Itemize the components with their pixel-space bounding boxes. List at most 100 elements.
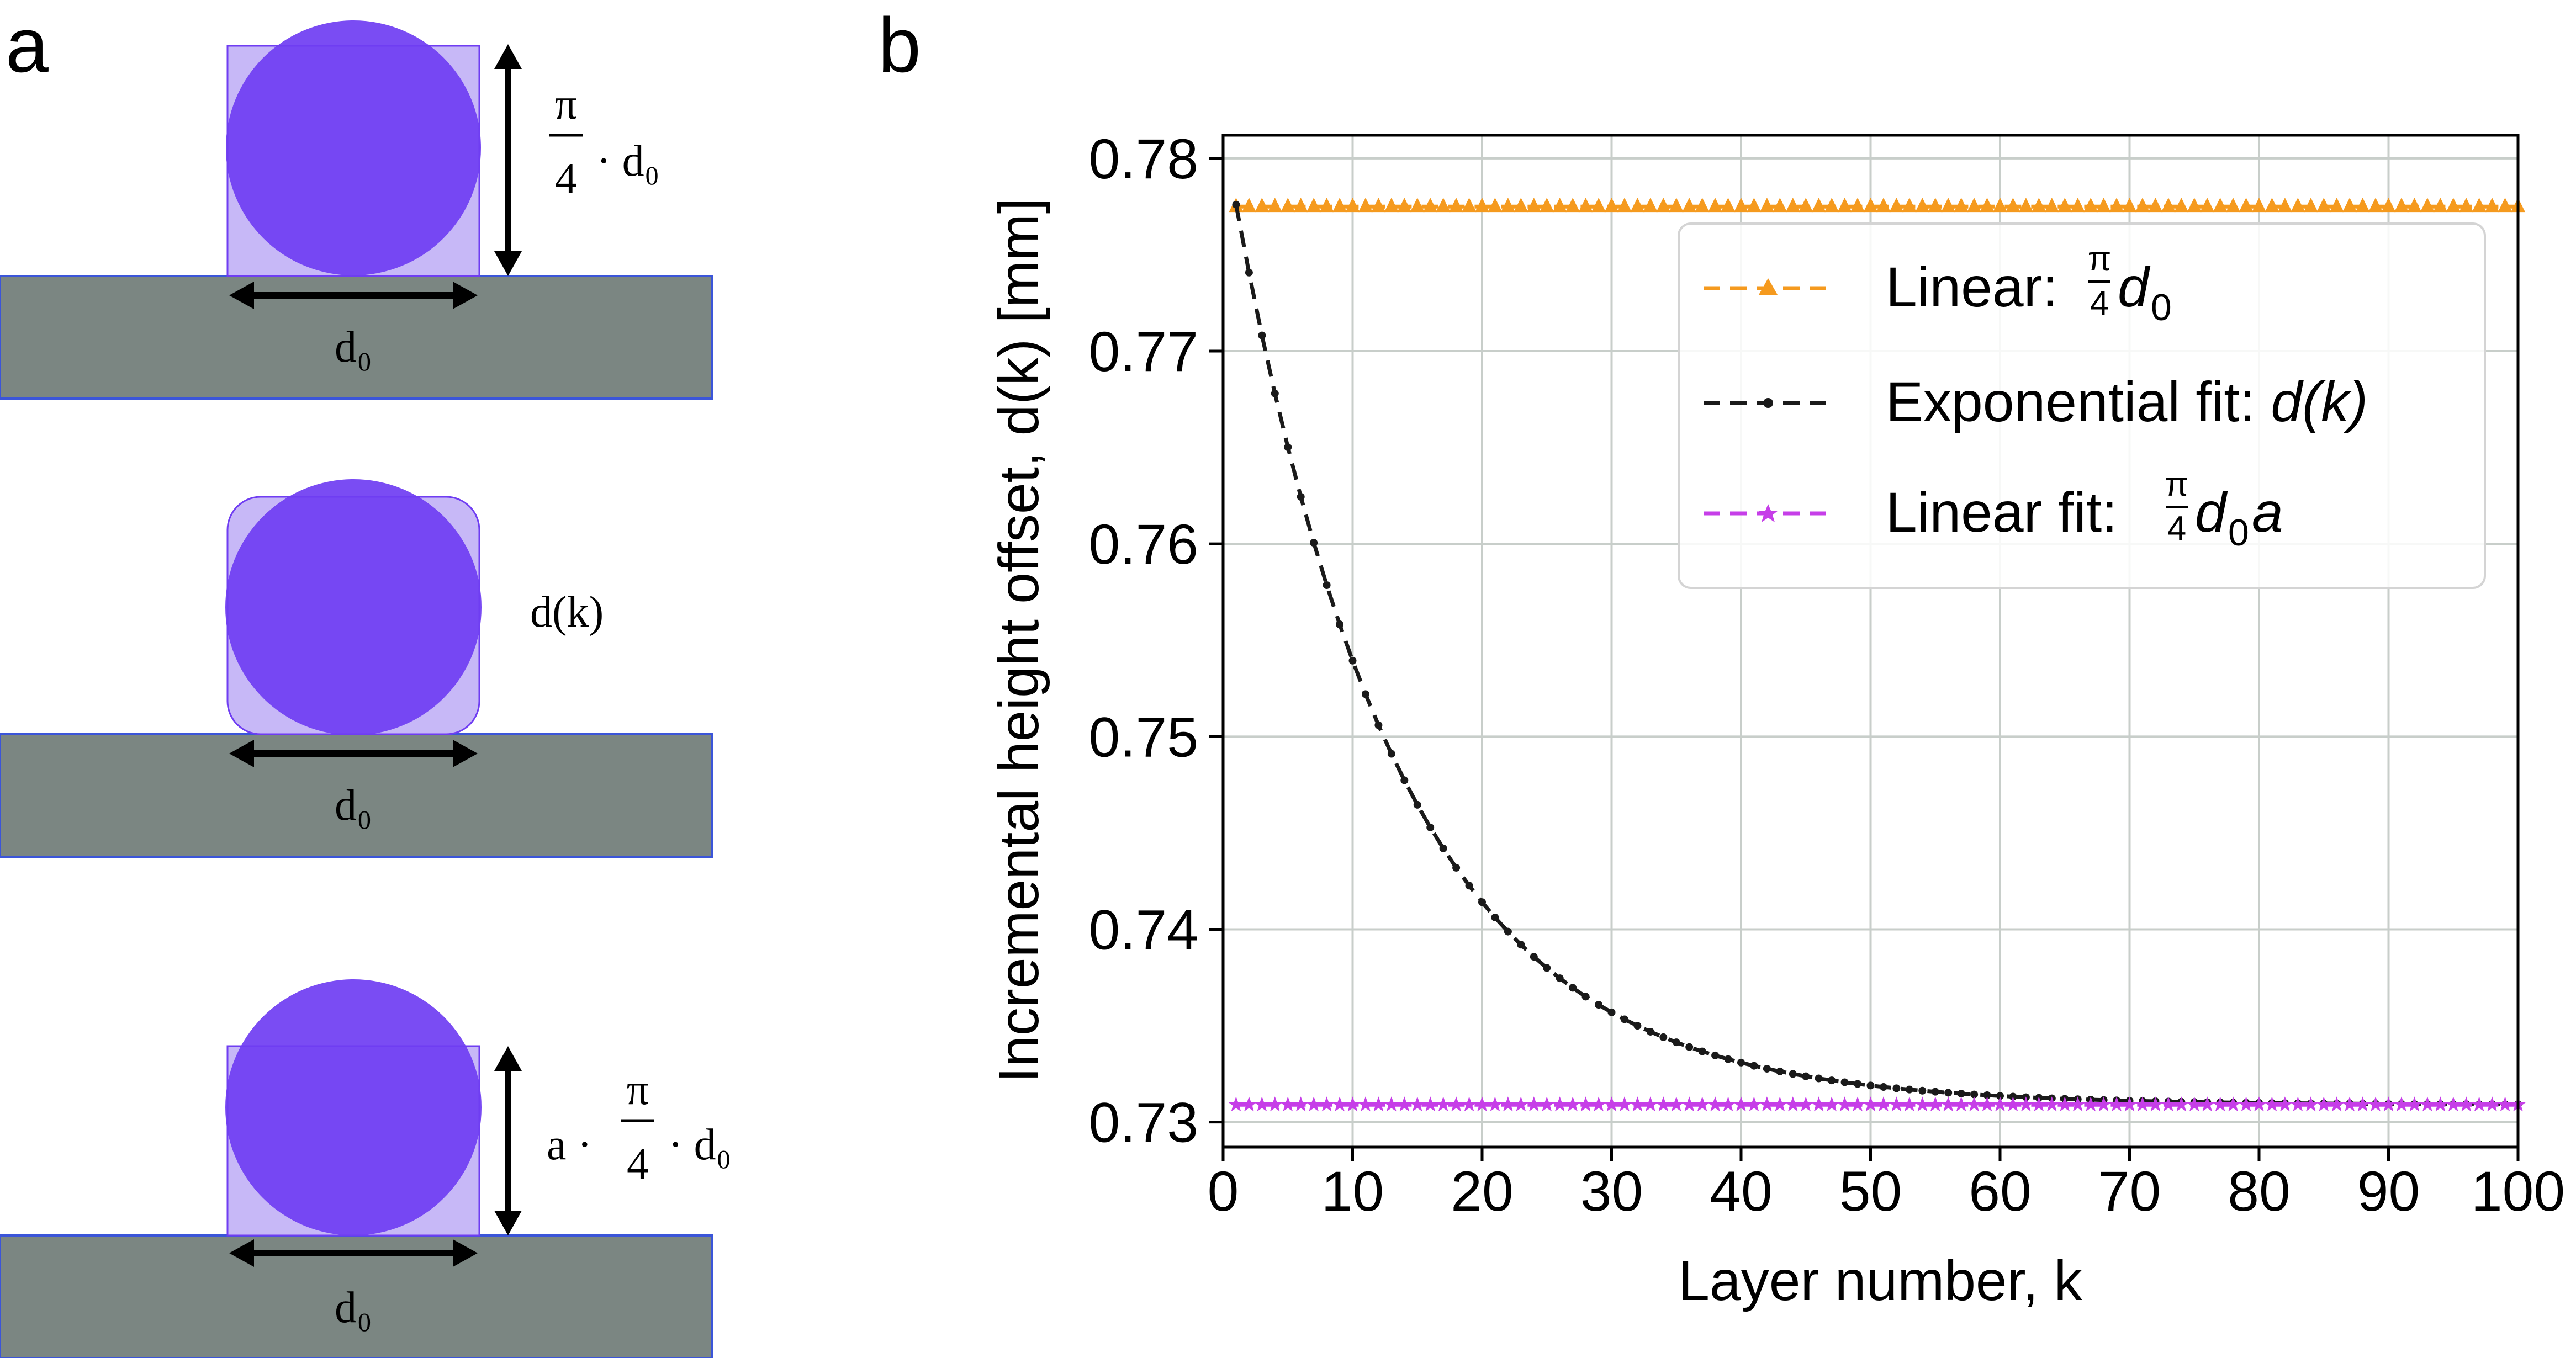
legend-four-linear: 4: [2090, 284, 2109, 322]
data-point: [1682, 198, 1697, 213]
data-point: [2252, 198, 2266, 213]
data-point: [1526, 198, 1541, 213]
data-point: [1630, 1096, 1646, 1112]
data-point: [1358, 198, 1373, 213]
data-point: [1672, 1038, 1680, 1047]
data-point: [1996, 1092, 2004, 1100]
data-point: [1232, 200, 1240, 209]
data-point: [1357, 1096, 1374, 1112]
data-point: [1993, 198, 2007, 213]
data-point: [1983, 1091, 1991, 1100]
y-tick-label: 0.74: [1088, 898, 1198, 961]
legend-four-linear-fit: 4: [2167, 510, 2186, 548]
data-point: [1241, 198, 1256, 213]
data-point: [1513, 1096, 1529, 1112]
data-point: [2484, 1096, 2500, 1112]
data-point: [1323, 581, 1331, 590]
width-label-bottom: d₀: [335, 1283, 372, 1332]
data-point: [1310, 539, 1318, 547]
data-point: [1267, 1096, 1283, 1112]
data-point: [1915, 198, 1930, 213]
data-point: [1280, 1096, 1296, 1112]
data-point: [1474, 1096, 1490, 1112]
data-point: [2226, 198, 2241, 213]
data-point: [1815, 1074, 1823, 1083]
legend-marker-exponential: [1763, 398, 1773, 408]
data-point: [1849, 1096, 1866, 1112]
data-point: [2161, 198, 2176, 213]
diagram-bottom: d₀ a · π 4 · d₀: [0, 979, 732, 1358]
data-point: [2459, 198, 2474, 213]
data-point: [1591, 198, 1606, 213]
x-tick-label: 10: [1321, 1160, 1384, 1223]
y-tick-label: 0.78: [1088, 128, 1198, 190]
data-point: [2458, 1096, 2474, 1112]
data-point: [1720, 1096, 1736, 1112]
x-tick-label: 50: [1839, 1160, 1902, 1223]
data-point: [1500, 198, 1515, 213]
data-point: [2148, 198, 2163, 213]
data-point: [2174, 198, 2189, 213]
data-point: [1578, 1096, 1594, 1112]
data-point: [1491, 913, 1499, 921]
data-point: [2264, 1096, 2280, 1112]
height-arrowhead-up-top: [494, 44, 522, 69]
data-point: [1604, 198, 1619, 213]
data-point: [2303, 1096, 2319, 1112]
data-point: [2070, 198, 2085, 213]
data-point: [2433, 198, 2448, 213]
data-point: [1449, 198, 1464, 213]
data-point: [2394, 198, 2409, 213]
data-point: [1616, 1096, 1633, 1112]
data-point: [1979, 1096, 1995, 1112]
data-point: [2445, 1096, 2461, 1112]
data-point: [1776, 1067, 1784, 1075]
height-label-prefix-bottom: a ·: [547, 1121, 592, 1169]
data-point: [2122, 1096, 2138, 1112]
data-point: [1656, 198, 1671, 213]
data-point: [1889, 1096, 1905, 1112]
data-point: [1400, 776, 1409, 784]
data-point: [1953, 1096, 1969, 1112]
data-point: [2044, 198, 2059, 213]
data-point: [1957, 1090, 1965, 1098]
data-point: [2265, 198, 2279, 213]
data-point: [1746, 1096, 1762, 1112]
data-point: [2485, 198, 2500, 213]
data-point: [1422, 1096, 1438, 1112]
data-point: [2291, 198, 2305, 213]
data-point: [1478, 898, 1486, 906]
data-point: [1724, 1055, 1732, 1063]
data-point: [1617, 198, 1632, 213]
data-point: [2187, 198, 2202, 213]
legend-box: [1678, 222, 2486, 589]
data-point: [1734, 198, 1748, 213]
data-point: [2006, 198, 2020, 213]
data-point: [1668, 1096, 1684, 1112]
data-point: [1552, 1096, 1568, 1112]
data-point: [1811, 198, 1826, 213]
bead-circle-middle: [225, 479, 482, 735]
y-tick-label: 0.73: [1088, 1091, 1198, 1154]
data-point: [1413, 800, 1421, 809]
data-point: [1966, 1096, 1982, 1112]
data-point: [1556, 974, 1564, 983]
data-point: [1875, 1096, 1892, 1112]
data-point: [1694, 1096, 1710, 1112]
data-point: [1258, 331, 1266, 340]
data-point: [2083, 198, 2098, 213]
legend-label-linear-fit: Linear fit:: [1886, 481, 2118, 544]
y-axis: 0.73 0.74 0.75 0.76 0.77 0.78: [1088, 128, 1223, 1154]
data-point: [1655, 1096, 1672, 1112]
data-point: [2057, 198, 2072, 213]
data-point: [1465, 882, 1473, 890]
data-point: [2341, 1096, 2358, 1112]
data-point: [1281, 198, 1295, 213]
data-point: [1331, 1096, 1348, 1112]
data-point: [1798, 1096, 1814, 1112]
x-tick-label: 20: [1451, 1160, 1513, 1223]
height-arrowhead-down-bottom: [494, 1211, 522, 1235]
data-point: [1361, 690, 1369, 698]
data-point: [2471, 1096, 2487, 1112]
data-point: [1772, 1096, 1788, 1112]
